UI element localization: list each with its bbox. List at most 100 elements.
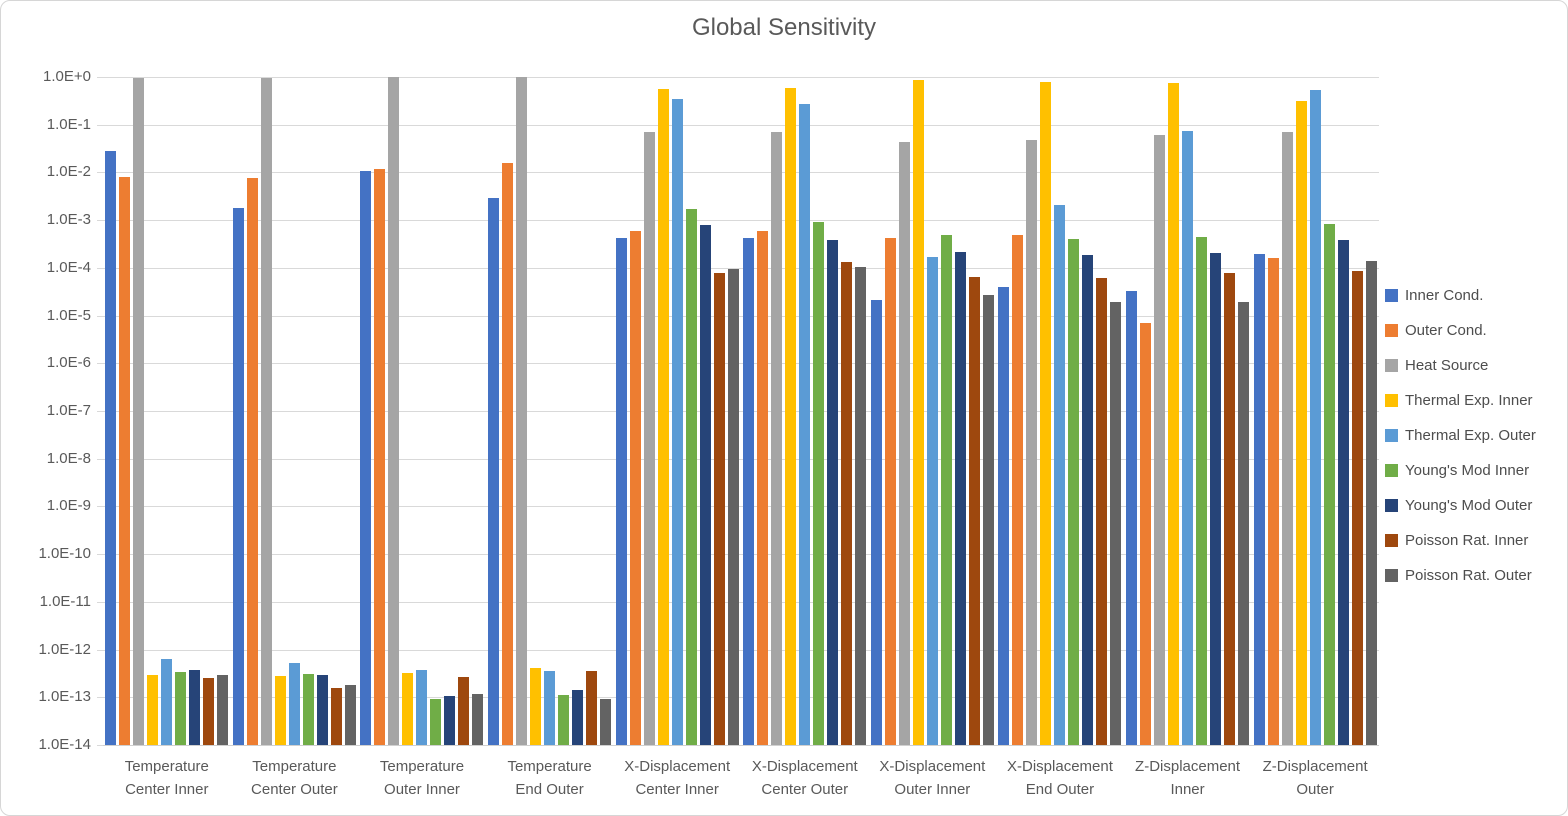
bar xyxy=(374,168,386,745)
bar xyxy=(260,77,272,745)
bar xyxy=(1253,253,1265,745)
x-category-label: X-Displacement End Outer xyxy=(1007,758,1113,798)
bar xyxy=(1126,290,1138,745)
gridline xyxy=(103,124,1379,126)
x-category-label: X-Displacement Outer Inner xyxy=(879,758,986,798)
bar xyxy=(402,672,414,745)
y-tick-mark xyxy=(97,601,104,603)
x-category-label: Temperature Center Outer xyxy=(251,758,338,798)
bar xyxy=(488,198,500,745)
bar xyxy=(147,674,159,745)
bar xyxy=(516,77,528,745)
gridline xyxy=(103,411,1379,412)
bar xyxy=(232,208,244,745)
bar xyxy=(912,79,924,745)
bar xyxy=(119,177,131,745)
bar xyxy=(1281,132,1293,745)
bar xyxy=(1295,101,1307,745)
bar xyxy=(1196,237,1208,745)
legend-label: Thermal Exp. Inner xyxy=(1405,391,1533,409)
y-tick-label: 1.0E-3 xyxy=(46,211,91,229)
bar xyxy=(1054,204,1066,745)
legend-item: Thermal Exp. Inner xyxy=(1385,389,1536,411)
bar xyxy=(1168,82,1180,745)
bar xyxy=(841,262,853,745)
y-tick-mark xyxy=(97,506,104,508)
bar xyxy=(572,689,584,745)
bar xyxy=(629,231,641,745)
bar xyxy=(1351,270,1363,745)
bar xyxy=(643,131,655,745)
bar xyxy=(600,699,612,745)
gridline xyxy=(103,506,1379,508)
legend-swatch xyxy=(1385,568,1398,582)
y-tick-label: 1.0E+0 xyxy=(43,68,91,85)
legend-item: Young's Mod Outer xyxy=(1385,494,1536,516)
bar xyxy=(1096,278,1108,745)
bar xyxy=(1224,273,1236,745)
legend-swatch xyxy=(1385,533,1398,547)
legend-swatch xyxy=(1385,428,1398,442)
bar xyxy=(330,687,342,745)
category-group xyxy=(486,77,614,745)
bar xyxy=(458,676,470,745)
gridline xyxy=(103,554,1379,556)
x-category-label: Z-Displacement Inner xyxy=(1135,758,1241,798)
bar xyxy=(727,268,739,745)
bar xyxy=(203,678,215,745)
y-tick-mark xyxy=(97,458,104,460)
bar xyxy=(1267,258,1279,745)
bar-groups xyxy=(103,77,1379,745)
category-group xyxy=(741,77,869,745)
x-category-label: Temperature Outer Inner xyxy=(379,758,465,798)
x-category-label: Temperature Center Inner xyxy=(124,758,209,798)
legend-swatch xyxy=(1385,498,1398,512)
bar xyxy=(713,273,725,745)
legend-item: Heat Source xyxy=(1385,354,1536,376)
bar xyxy=(416,670,428,745)
bar xyxy=(757,231,769,745)
bar xyxy=(968,277,980,745)
bar xyxy=(1040,81,1052,745)
x-category-label: X-Displacement Center Inner xyxy=(624,758,731,798)
category-group xyxy=(231,77,359,745)
bar xyxy=(671,99,683,745)
bar xyxy=(685,209,697,745)
bar xyxy=(246,177,258,745)
gridline xyxy=(103,649,1379,651)
category-group xyxy=(1124,77,1252,745)
bar xyxy=(1110,302,1122,745)
y-tick-mark xyxy=(97,363,104,365)
category-group xyxy=(996,77,1124,745)
bar xyxy=(189,669,201,745)
bar xyxy=(344,685,356,745)
gridline xyxy=(103,267,1379,269)
legend: Inner Cond. Outer Cond. Heat Source Thermal… xyxy=(1385,284,1536,599)
y-tick-label: 1.0E-1 xyxy=(46,115,91,133)
legend-swatch xyxy=(1385,323,1398,337)
y-tick-mark xyxy=(97,267,104,269)
y-tick-label: 1.0E-7 xyxy=(46,402,91,419)
y-tick-mark xyxy=(97,745,104,746)
bar xyxy=(898,141,910,745)
bar xyxy=(1210,252,1222,745)
bar xyxy=(544,670,556,745)
bar xyxy=(1068,238,1080,745)
legend-item: Young's Mod Inner xyxy=(1385,459,1536,481)
bar xyxy=(472,694,484,745)
legend-swatch xyxy=(1385,463,1398,477)
bar xyxy=(558,695,570,745)
bar xyxy=(940,234,952,745)
bar xyxy=(926,256,938,745)
gridline xyxy=(103,77,1379,78)
bar xyxy=(1140,323,1152,745)
legend-label: Outer Cond. xyxy=(1405,321,1487,339)
gridline xyxy=(103,315,1379,317)
y-tick-mark xyxy=(97,77,104,78)
bar xyxy=(1238,302,1250,745)
y-tick-label: 1.0E-8 xyxy=(46,449,91,467)
y-tick-label: 1.0E-4 xyxy=(46,258,91,276)
bar xyxy=(274,675,286,745)
x-axis-line xyxy=(103,745,1379,746)
